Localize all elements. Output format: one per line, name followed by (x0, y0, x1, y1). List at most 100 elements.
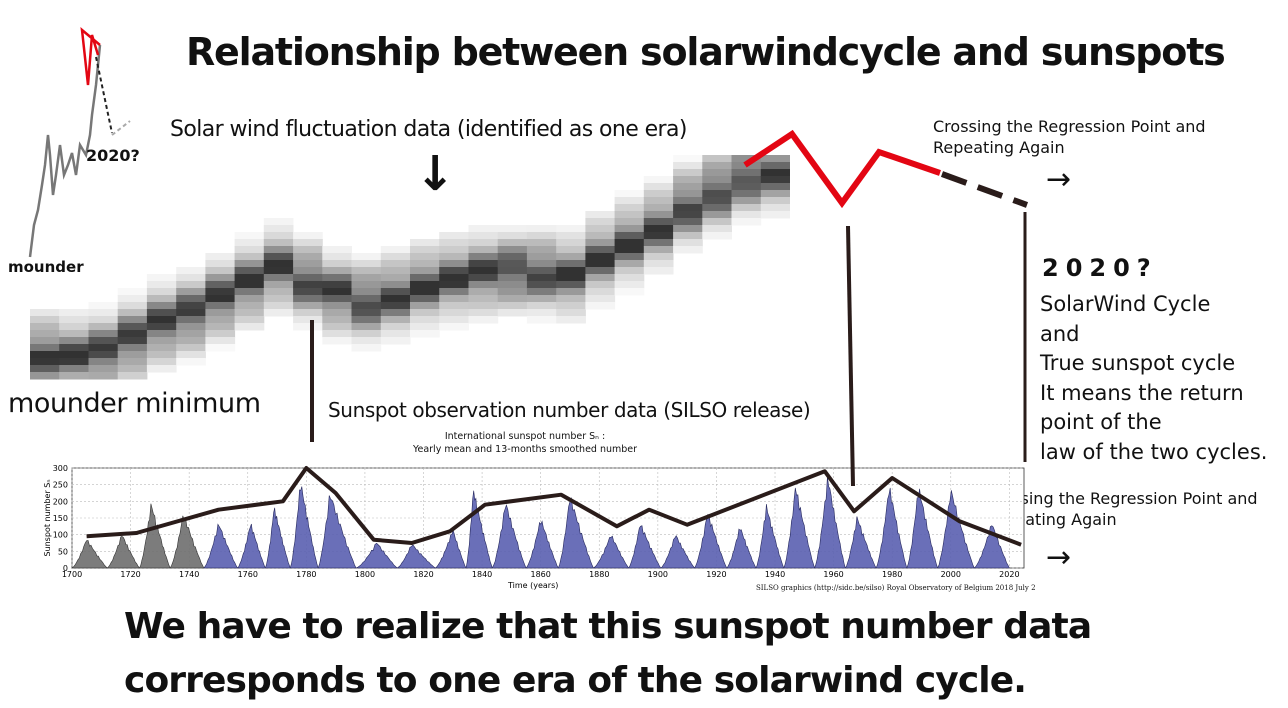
heatmap-cell (410, 309, 440, 317)
heatmap-cell (439, 309, 469, 317)
heatmap-cell (556, 260, 586, 268)
heatmap-cell (380, 330, 411, 338)
y-tick-label: 250 (53, 481, 68, 490)
heatmap-cell (468, 274, 499, 282)
heatmap-cell (556, 316, 586, 324)
heatmap-cell (731, 183, 762, 191)
heatmap-cell (59, 337, 89, 345)
heatmap-cell (497, 309, 528, 317)
heatmap-cell (673, 225, 703, 233)
heatmap-cell (88, 302, 119, 310)
heatmap-cell (205, 295, 236, 303)
x-tick-label: 1720 (120, 570, 140, 579)
heatmap-cell (88, 316, 119, 324)
heatmap-cell (497, 246, 528, 254)
x-tick-label: 1940 (765, 570, 785, 579)
heatmap-cell (497, 281, 528, 289)
heatmap-cell (410, 267, 440, 275)
heatmap-cell (585, 260, 616, 268)
sunspot-cycle-area (592, 535, 630, 569)
sunspot-cycle-area (355, 542, 398, 569)
heatmap-cell (673, 197, 703, 205)
heatmap-cell (585, 288, 616, 296)
sunspot-cycle-area (525, 520, 559, 569)
heatmap-cell (146, 288, 177, 296)
heatmap-cell (322, 274, 352, 282)
heatmap-cell (205, 253, 236, 261)
heatmap-cell (614, 211, 645, 219)
heatmap-cell (146, 302, 177, 310)
heatmap-cell (439, 260, 469, 268)
heatmap-cell (351, 302, 382, 310)
y-tick-label: 100 (53, 531, 68, 540)
red-trend-line (743, 129, 941, 209)
heatmap-cell (614, 281, 645, 289)
heatmap-cell (205, 274, 236, 282)
y-tick-label: 0 (63, 564, 68, 573)
heatmap-cell (351, 344, 382, 352)
heatmap-cell (526, 260, 557, 268)
heatmap-cell (556, 274, 586, 282)
heatmap-cell (263, 218, 294, 226)
heatmap-cell (351, 274, 382, 282)
heatmap-cell (176, 330, 206, 338)
heatmap-cell (468, 239, 499, 247)
heatmap-cell (117, 351, 148, 359)
heatmap-cell (176, 302, 206, 310)
down-arrow-icon: ↓ (415, 146, 456, 202)
heatmap-cell (760, 190, 790, 198)
heatmap-cell (146, 358, 177, 366)
heatmap-cell (526, 274, 557, 282)
heatmap-cell (205, 344, 236, 352)
heatmap-cell (439, 288, 469, 296)
heatmap-cell (263, 309, 294, 317)
y-tick-label: 200 (53, 497, 68, 506)
heatmap-cell (643, 218, 674, 226)
heatmap-cell (643, 225, 674, 233)
heatmap-cell (59, 316, 89, 324)
heatmap-cell (322, 253, 352, 261)
heatmap-cell (263, 295, 294, 303)
heatmap-cell (88, 323, 119, 331)
heatmap-cell (702, 176, 732, 184)
heatmap-cell (673, 246, 703, 254)
heatmap-cell (380, 337, 411, 345)
heatmap-cell (585, 246, 616, 254)
heatmap-cell (146, 351, 177, 359)
heatmap-cell (59, 309, 89, 317)
heatmap-cell (146, 295, 177, 303)
heatmap-cell (263, 274, 294, 282)
crossing-note-top: Crossing the Regression Point and Repeat… (933, 116, 1253, 158)
heatmap-cell (614, 204, 645, 212)
heatmap-cell (614, 225, 645, 233)
heatmap-cell (322, 323, 352, 331)
page-title: Relationship between solarwindcycle and … (186, 30, 1226, 74)
bottom-line2: corresponds to one era of the solarwind … (124, 660, 1027, 701)
heatmap-cell (702, 155, 732, 163)
chart-subtitle: Yearly mean and 13-months smoothed numbe… (412, 444, 638, 455)
x-tick-label: 1820 (413, 570, 433, 579)
heatmap-cell (731, 176, 762, 184)
heatmap-cell (614, 260, 645, 268)
sunspot-cycle-area (317, 495, 357, 569)
trend-line-gray (28, 44, 102, 258)
heatmap-cell (673, 218, 703, 226)
mounder-minimum-label: mounder minimum (8, 388, 261, 419)
heatmap-cell (614, 218, 645, 226)
sunspot-cycle-area (71, 540, 108, 569)
heatmap-cell (205, 330, 236, 338)
y-tick-label: 50 (58, 547, 68, 556)
heatmap-cell (30, 323, 60, 331)
sunspot-cycle-area (264, 507, 291, 569)
heatmap-cell (410, 323, 440, 331)
heatmap-cell (673, 190, 703, 198)
heatmap-cell (322, 267, 352, 275)
heatmap-cell (643, 176, 674, 184)
heatmap-cell (234, 323, 265, 331)
sunspot-cycle-area (783, 487, 816, 569)
heatmap-cell (556, 295, 586, 303)
heatmap-cell (59, 344, 89, 352)
x-tick-label: 1780 (296, 570, 316, 579)
heatmap-cell (760, 211, 790, 219)
trend-dashed-gray (111, 120, 131, 136)
